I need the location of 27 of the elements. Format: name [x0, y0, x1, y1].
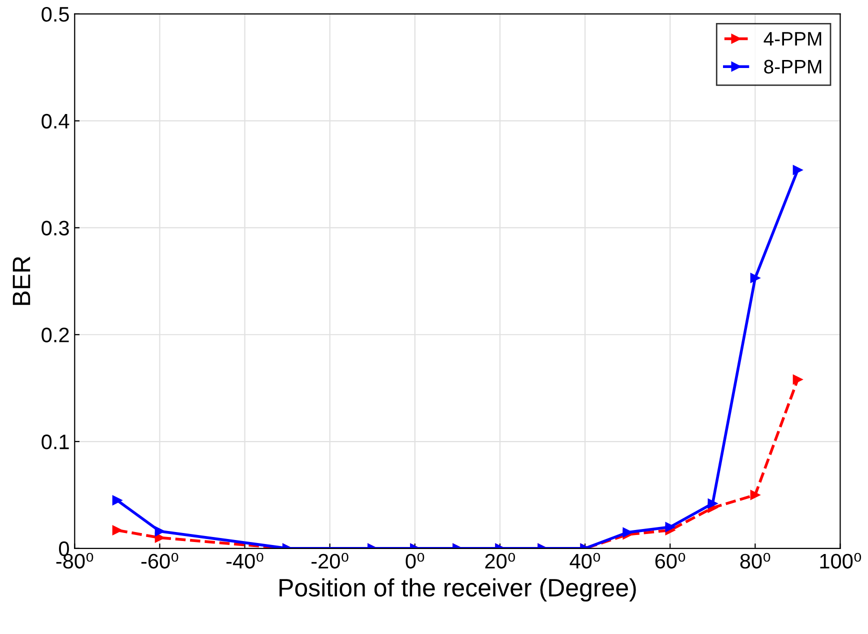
point — [750, 490, 760, 500]
y-tick-label: 0.5 — [42, 6, 69, 22]
y-tick-label: 0.1 — [42, 434, 69, 450]
point — [112, 525, 122, 536]
point — [154, 526, 165, 536]
x-tick-label: 80⁰ — [740, 552, 770, 569]
y-tick-label: 0.4 — [42, 114, 70, 129]
point — [792, 165, 803, 175]
x-tick-label: 20⁰ — [485, 552, 516, 569]
x-tick-label: -60⁰ — [141, 552, 178, 569]
y-tick-label: 0.3 — [42, 220, 69, 236]
x-tick-label: 60⁰ — [655, 552, 686, 569]
y-axis-title: BER — [12, 256, 30, 305]
legend-label: 4-PPM — [764, 32, 822, 46]
point — [792, 374, 803, 384]
point — [750, 273, 760, 283]
point — [665, 522, 675, 532]
point — [112, 495, 122, 506]
x-tick-label: 0⁰ — [406, 552, 424, 569]
legend-label: 8-PPM — [764, 60, 822, 74]
x-tick-label: -20⁰ — [312, 552, 348, 569]
x-tick-label: 40⁰ — [570, 552, 600, 569]
point — [708, 498, 718, 508]
y-tick-label: 0.2 — [42, 328, 69, 342]
x-tick-label: -40⁰ — [226, 552, 264, 569]
x-axis-title: Position of the receiver (Degree) — [280, 578, 636, 602]
x-tick-label: 100⁰ — [820, 552, 862, 569]
